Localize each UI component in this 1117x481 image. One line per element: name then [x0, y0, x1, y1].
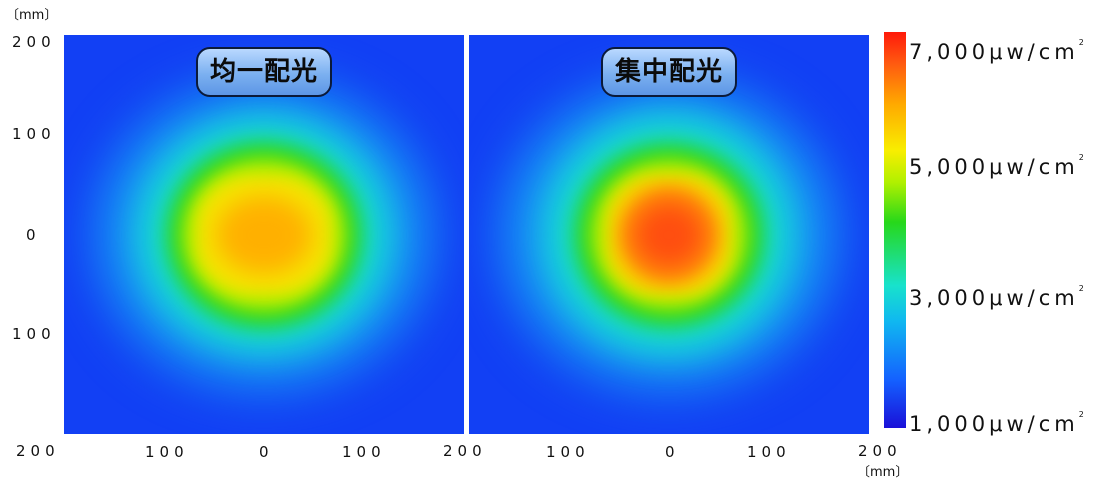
panel-title-badge: 集中配光 — [600, 47, 738, 97]
y-tick-label: 100 — [12, 325, 56, 343]
x-tick-label: 200 — [858, 442, 902, 460]
x-tick-label: 100 — [747, 443, 791, 461]
colorbar — [884, 32, 906, 428]
y-tick-label: 0 — [26, 226, 41, 244]
colorbar-label: 1,000μw/cm2 — [909, 410, 1084, 436]
x-tick-label: 100 — [546, 443, 590, 461]
x-tick-label: 200 — [443, 442, 487, 460]
heatmap-level-6000 — [634, 201, 704, 268]
x-axis-unit: 〔mm〕 — [857, 465, 909, 480]
y-tick-label: 200 — [12, 33, 56, 51]
colorbar-label: 7,000μw/cm2 — [909, 38, 1084, 64]
panel-title-badge: 均一配光 — [195, 47, 333, 97]
heatmap-panel-uniform: 均一配光 — [64, 35, 464, 434]
y-tick-label: 100 — [12, 125, 56, 143]
x-tick-label: 100 — [342, 443, 386, 461]
heatmap-panel-concentrated: 集中配光 — [469, 35, 869, 434]
x-tick-label: 0 — [259, 443, 274, 461]
x-tick-label: 200 — [16, 442, 60, 460]
x-tick-label: 0 — [665, 443, 680, 461]
colorbar-label: 3,000μw/cm2 — [909, 284, 1084, 310]
y-axis-unit: 〔mm〕 — [6, 8, 58, 23]
x-tick-label: 100 — [145, 443, 189, 461]
colorbar-label: 5,000μw/cm2 — [909, 153, 1084, 179]
heatmap-level-5500 — [216, 195, 312, 274]
